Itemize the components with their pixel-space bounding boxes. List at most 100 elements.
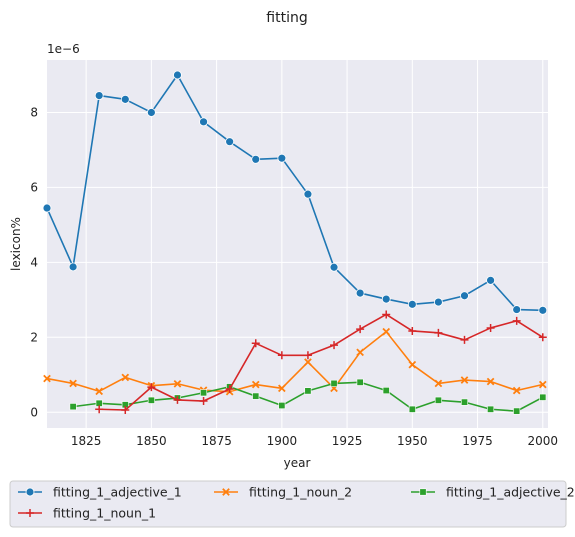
data-point: [199, 397, 208, 406]
data-point: [513, 407, 521, 415]
data-point: [94, 91, 104, 101]
data-point: [95, 405, 104, 414]
data-point: [538, 380, 547, 389]
data-point: [356, 325, 365, 334]
data-point: [304, 358, 312, 366]
legend-label: fitting_1_adjective_2: [446, 485, 575, 500]
y-tick-label: 0: [30, 405, 38, 419]
x-tick-label: 1875: [201, 434, 232, 448]
data-point: [43, 374, 51, 383]
data-point: [251, 339, 260, 348]
legend-item: fitting_1_noun_1: [18, 506, 156, 521]
data-point: [356, 348, 364, 357]
data-point: [329, 262, 339, 272]
data-point: [252, 392, 260, 400]
data-point: [200, 389, 208, 397]
legend: fitting_1_adjective_1 fitting_1_noun_2 fit…: [9, 480, 575, 528]
series-line: [99, 313, 544, 411]
y-tick-label: 8: [30, 105, 38, 119]
legend-label: fitting_1_adjective_1: [53, 485, 182, 500]
data-point: [512, 316, 521, 325]
legend-label: fitting_1_noun_2: [249, 485, 352, 500]
series-line: [46, 330, 543, 393]
data-point: [382, 387, 390, 395]
data-point: [434, 297, 443, 307]
data-point: [69, 379, 77, 388]
data-point: [147, 383, 156, 392]
data-point: [173, 70, 182, 80]
data-point: [408, 326, 417, 335]
data-point: [408, 405, 416, 413]
data-point: [355, 288, 365, 298]
data-point: [460, 335, 469, 344]
legend-marker: [25, 487, 35, 497]
data-point: [486, 377, 495, 386]
data-point: [512, 305, 522, 314]
data-point: [381, 294, 391, 304]
tick-labels: 1825 1850 1875 1900 1925 1950 1975 2000 0 2 4 6 8: [30, 105, 558, 448]
series-fitting_1_adjective_1: [42, 70, 548, 315]
data-point: [538, 305, 548, 315]
legend-marker: [26, 509, 34, 517]
data-point: [538, 333, 547, 342]
legend-label: fitting_1_noun_1: [53, 506, 156, 521]
data-point: [173, 395, 182, 404]
data-point: [460, 291, 469, 301]
series-line: [46, 74, 543, 312]
data-point: [382, 327, 391, 336]
data-point: [408, 360, 417, 369]
data-point: [330, 379, 338, 387]
data-point: [356, 378, 364, 386]
legend-marker: [419, 488, 427, 496]
data-point: [487, 405, 495, 413]
x-axis-label: year: [284, 456, 311, 470]
x-tick-label: 1950: [397, 434, 428, 448]
legend-item: fitting_1_adjective_2: [411, 485, 575, 500]
y-tick-label: 6: [30, 180, 38, 194]
chart-title: fitting: [266, 10, 307, 26]
data-point: [434, 396, 442, 404]
y-tick-label: 2: [30, 330, 38, 344]
data-point: [434, 328, 443, 337]
data-point: [539, 393, 547, 401]
data-point: [407, 299, 417, 309]
legend-item: fitting_1_noun_2: [214, 485, 352, 500]
data-point: [303, 351, 312, 360]
plot-area: [47, 60, 548, 428]
data-point: [512, 386, 521, 395]
data-point: [460, 398, 468, 406]
data-point: [251, 154, 261, 164]
data-point: [95, 387, 104, 396]
x-tick-label: 1925: [332, 434, 363, 448]
data-point: [304, 387, 312, 395]
data-point: [486, 275, 495, 285]
data-point: [486, 323, 495, 332]
data-point: [277, 351, 286, 360]
data-point: [251, 380, 260, 389]
data-point: [382, 310, 391, 319]
data-point: [146, 108, 156, 117]
legend-item: fitting_1_adjective_1: [18, 485, 182, 500]
x-tick-label: 1975: [462, 434, 493, 448]
y-tick-label: 4: [30, 255, 38, 269]
data-point: [434, 379, 443, 388]
x-tick-label: 1850: [136, 434, 167, 448]
data-point: [225, 137, 235, 147]
data-point: [120, 94, 130, 104]
y-axis-label: lexicon%: [9, 217, 23, 271]
data-point: [278, 402, 286, 410]
data-point: [147, 396, 155, 404]
data-point: [173, 379, 182, 388]
y-axis-offset-text: 1e−6: [47, 42, 80, 56]
data-point: [460, 376, 469, 384]
series-fitting_1_noun_1: [95, 310, 547, 415]
x-tick-label: 1900: [267, 434, 298, 448]
data-point: [42, 203, 52, 213]
data-point: [68, 262, 78, 272]
data-point: [121, 373, 130, 382]
data-point: [121, 406, 130, 415]
data-point: [303, 189, 313, 199]
data-point: [277, 153, 287, 163]
data-point: [225, 385, 234, 394]
